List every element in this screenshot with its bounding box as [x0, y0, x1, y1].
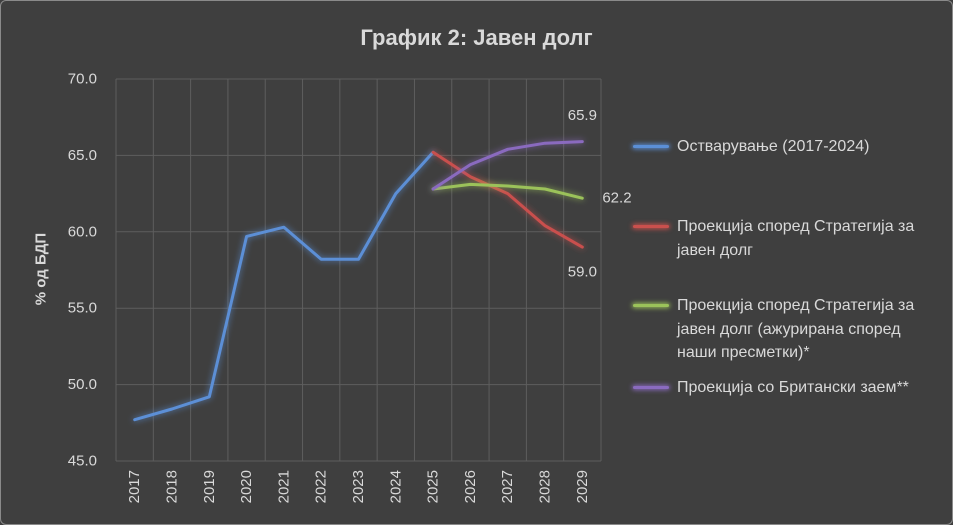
- x-tick-label: 2026: [462, 470, 479, 503]
- x-tick-label: 2024: [387, 470, 404, 503]
- legend-label-updated-projection: Проекција според Стратегија за јавен дол…: [677, 297, 915, 362]
- legend: Остварување (2017-2024) Проекција според…: [633, 1, 943, 524]
- x-tick-label: 2029: [574, 470, 591, 503]
- x-tick-label: 2023: [350, 470, 367, 503]
- x-tick-label: 2022: [313, 470, 330, 503]
- chart-title: График 2: Јавен долг: [360, 25, 593, 50]
- y-tick-label: 55.0: [68, 300, 97, 317]
- legend-swatch-strategy-projection: [633, 225, 669, 228]
- gridlines: [115, 78, 602, 462]
- series-line-british-loan-projection: [431, 140, 584, 191]
- y-axis-label: % од БДП: [32, 232, 50, 306]
- x-axis-ticks: 2017 2018 2019 2020 2021 2022 2023 2024 2025 2026…: [126, 470, 591, 503]
- legend-swatch-british-loan-projection: [633, 386, 669, 389]
- y-axis-ticks: 45.0 50.0 55.0 60.0 65.0 70.0: [68, 71, 97, 470]
- x-tick-label: 2021: [275, 470, 292, 503]
- legend-label-actual: Остварување (2017-2024): [677, 138, 870, 155]
- series-lines: [133, 140, 584, 422]
- y-tick-label: 50.0: [68, 376, 97, 393]
- x-tick-label: 2017: [126, 470, 143, 503]
- y-tick-label: 65.0: [68, 147, 97, 164]
- x-tick-label: 2027: [499, 470, 516, 503]
- y-tick-label: 60.0: [68, 223, 97, 240]
- series-line-updated-projection: [431, 182, 584, 200]
- legend-label-strategy-projection: Проекција според Стратегија за јавен дол…: [677, 218, 915, 259]
- data-label-strategy-projection: 59.0: [568, 264, 597, 281]
- y-tick-label: 45.0: [68, 453, 97, 470]
- series-line-actual: [133, 150, 435, 422]
- legend-swatch-updated-projection: [633, 304, 669, 307]
- legend-swatch-actual: [633, 145, 669, 148]
- y-tick-label: 70.0: [68, 71, 97, 88]
- x-tick-label: 2018: [163, 470, 180, 503]
- data-label-updated-projection: 62.2: [602, 190, 631, 207]
- x-tick-label: 2020: [238, 470, 255, 503]
- x-tick-label: 2028: [537, 470, 554, 503]
- data-labels: 59.0 62.2 65.9: [568, 107, 632, 280]
- data-label-british-loan-projection: 65.9: [568, 107, 597, 124]
- series-line-strategy-projection: [431, 150, 584, 249]
- x-tick-label: 2025: [425, 470, 442, 503]
- x-tick-label: 2019: [201, 470, 218, 503]
- legend-label-british-loan-projection: Проекција со Британски заем**: [677, 379, 909, 396]
